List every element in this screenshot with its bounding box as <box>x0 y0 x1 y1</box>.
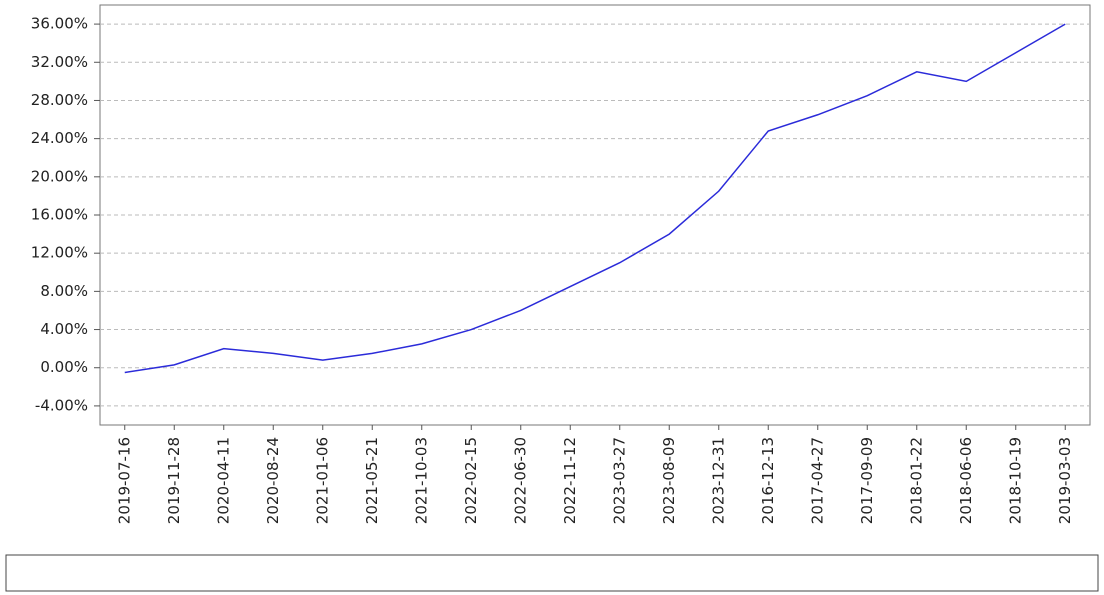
x-tick-label: 2018-06-06 <box>957 437 975 524</box>
footer-box <box>6 555 1098 591</box>
y-tick-label: 0.00% <box>40 358 88 376</box>
x-tick-label: 2023-03-27 <box>610 437 628 524</box>
page: -4.00% 0.00% 4.00% 8.00% 12.00% 16.00% 20.00% 2… <box>0 0 1104 595</box>
x-tick-label: 2022-06-30 <box>511 437 529 524</box>
y-tick-label: 4.00% <box>40 320 88 338</box>
x-tick-label: 2020-04-11 <box>214 437 232 524</box>
x-tick-label: 2021-10-03 <box>412 437 430 524</box>
y-tick-label: 12.00% <box>31 244 88 262</box>
x-tick-label: 2023-12-31 <box>709 437 727 524</box>
y-tick-label: 20.00% <box>31 167 88 185</box>
x-tick-label: 2017-04-27 <box>808 437 826 524</box>
line-series <box>125 24 1066 372</box>
x-tick-label: 2016-12-13 <box>759 437 777 524</box>
x-tick-label: 2022-11-12 <box>561 437 579 524</box>
y-tick-label: 24.00% <box>31 129 88 147</box>
x-tick-label: 2022-02-15 <box>462 437 480 524</box>
x-tick-label: 2019-03-03 <box>1056 437 1074 524</box>
x-tick-label: 2019-07-16 <box>115 437 133 524</box>
y-tick-label: 32.00% <box>31 53 88 71</box>
x-tick-label: 2023-08-09 <box>660 437 678 524</box>
x-tick-label: 2021-05-21 <box>363 437 381 524</box>
y-tick-label: 36.00% <box>31 15 88 33</box>
x-tick-label: 2019-11-28 <box>165 437 183 524</box>
y-tick-label: -4.00% <box>35 396 88 414</box>
y-tick-label: 8.00% <box>40 282 88 300</box>
chart: -4.00% 0.00% 4.00% 8.00% 12.00% 16.00% 20.00% 2… <box>0 0 1104 595</box>
y-tick-label: 16.00% <box>31 206 88 224</box>
x-tick-label: 2017-09-09 <box>858 437 876 524</box>
y-tick-label: 28.00% <box>31 91 88 109</box>
x-tick-label: 2020-08-24 <box>264 437 282 524</box>
x-tick-label: 2018-10-19 <box>1006 437 1024 524</box>
x-tick-label: 2021-01-06 <box>313 437 331 524</box>
x-tick-label: 2018-01-22 <box>907 437 925 524</box>
